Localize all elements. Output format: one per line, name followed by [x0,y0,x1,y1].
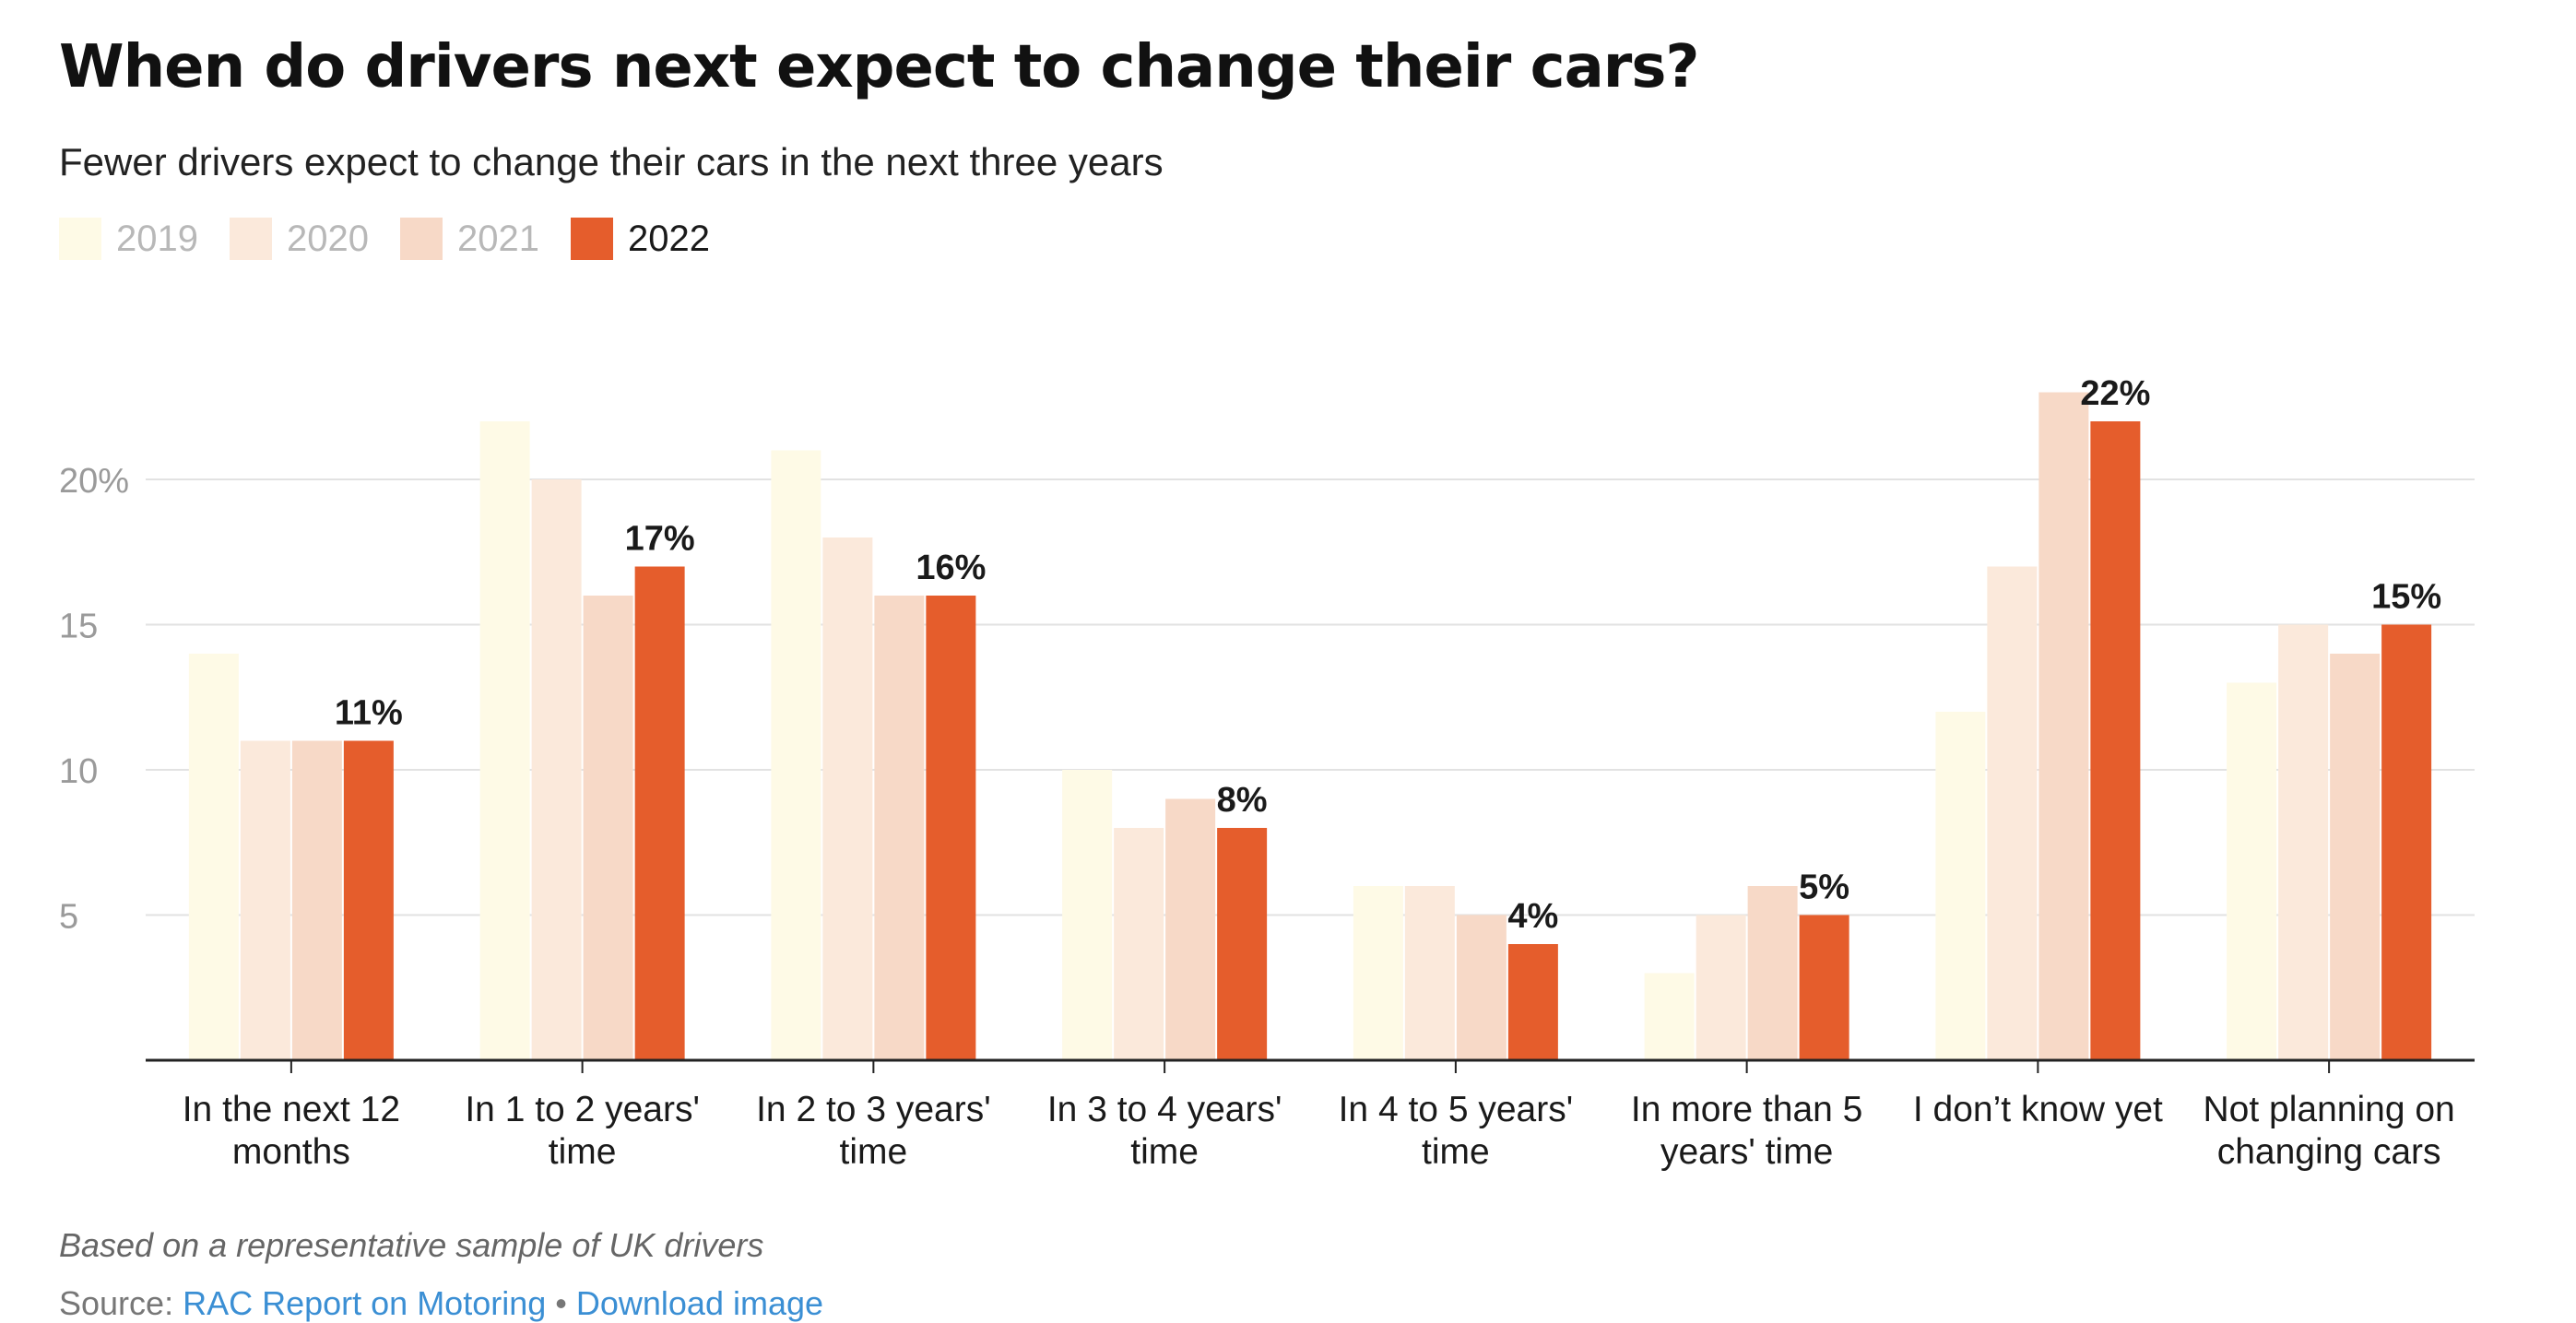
x-tick-label: changing cars [2217,1132,2441,1172]
legend-label: 2020 [286,218,369,259]
bar-2022 [1217,828,1268,1060]
legend-label: 2022 [627,218,710,259]
bar-2022 [343,740,394,1060]
bar-2019 [771,450,821,1060]
x-tick-label: Not planning on [2204,1090,2455,1129]
bar-2022 [926,596,976,1060]
bar-2022 [2381,624,2432,1060]
bar-2021 [2330,654,2381,1060]
bar-2020 [1696,915,1746,1060]
bar-2021 [583,596,633,1060]
x-tick-label: In 1 to 2 years' [465,1090,700,1129]
bar-2020 [240,740,290,1060]
bar-2020 [1114,828,1164,1060]
bar-2021 [874,596,925,1060]
bar-2019 [1644,973,1695,1060]
x-tick-label: In the next 12 [183,1090,400,1129]
x-tick-label: In 2 to 3 years' [756,1090,991,1129]
data-label: 11% [335,694,403,733]
y-tick-label: 20% [59,462,129,501]
x-tick-label: years' time [1660,1132,1833,1172]
y-tick-label: 10 [59,752,98,791]
bar-2019 [1353,886,1403,1060]
data-label: 22% [2080,374,2150,413]
legend-label: 2019 [116,218,198,259]
x-tick-label: time [549,1132,617,1172]
bar-2022 [634,566,685,1060]
source-link[interactable]: RAC Report on Motoring [183,1284,547,1322]
data-label: 5% [1799,868,1849,907]
bar-2019 [188,654,239,1060]
x-tick-label: time [1130,1132,1199,1172]
legend-item-2019[interactable]: 2019 [59,218,198,260]
bar-2020 [1404,886,1455,1060]
chart-source: Source: RAC Report on Motoring • Downloa… [59,1284,823,1323]
bar-2021 [2038,392,2089,1060]
bar-2021 [291,740,342,1060]
bar-2019 [2227,682,2277,1060]
data-label: 8% [1217,781,1268,820]
x-tick-label: months [232,1132,350,1172]
bar-2020 [822,537,873,1060]
chart-title: When do drivers next expect to change th… [59,33,1700,101]
chart-notes: Based on a representative sample of UK d… [59,1226,764,1264]
data-label: 16% [916,549,986,587]
legend-swatch [399,218,443,260]
x-tick-label: In 4 to 5 years' [1339,1090,1574,1129]
chart-legend: 2019 2020 2021 2022 [59,218,741,260]
y-tick-label: 5 [59,898,78,937]
bar-2019 [1935,712,1986,1060]
bar-2019 [479,421,530,1060]
chart-subtitle: Fewer drivers expect to change their car… [59,140,1164,183]
legend-swatch [59,218,101,260]
legend-item-2021[interactable]: 2021 [399,218,539,260]
bar-2020 [1987,566,2038,1060]
legend-swatch [570,218,613,260]
data-label: 4% [1507,897,1558,936]
legend-label: 2021 [456,218,539,259]
legend-swatch [229,218,272,260]
bar-2021 [1747,886,1798,1060]
y-tick-label: 15 [59,608,98,646]
source-prefix: Source: [59,1284,183,1322]
bar-2022 [1507,944,1558,1060]
x-tick-label: In 3 to 4 years' [1047,1090,1282,1129]
bar-2022 [1799,915,1849,1060]
x-tick-label: In more than 5 [1631,1090,1862,1129]
bar-2020 [2278,624,2329,1060]
legend-item-2022[interactable]: 2022 [570,218,710,260]
source-separator: • [546,1284,576,1322]
x-tick-label: I don’t know yet [1913,1090,2163,1129]
data-label: 17% [625,520,695,559]
bar-2022 [2090,421,2141,1060]
bar-2019 [1062,770,1113,1060]
x-tick-label: time [840,1132,908,1172]
data-label: 15% [2371,578,2441,617]
bar-2020 [531,479,582,1060]
bar-2021 [1456,915,1507,1060]
download-image-link[interactable]: Download image [575,1284,824,1322]
legend-item-2020[interactable]: 2020 [229,218,369,260]
x-tick-label: time [1422,1132,1490,1172]
bar-2021 [1165,798,1216,1060]
